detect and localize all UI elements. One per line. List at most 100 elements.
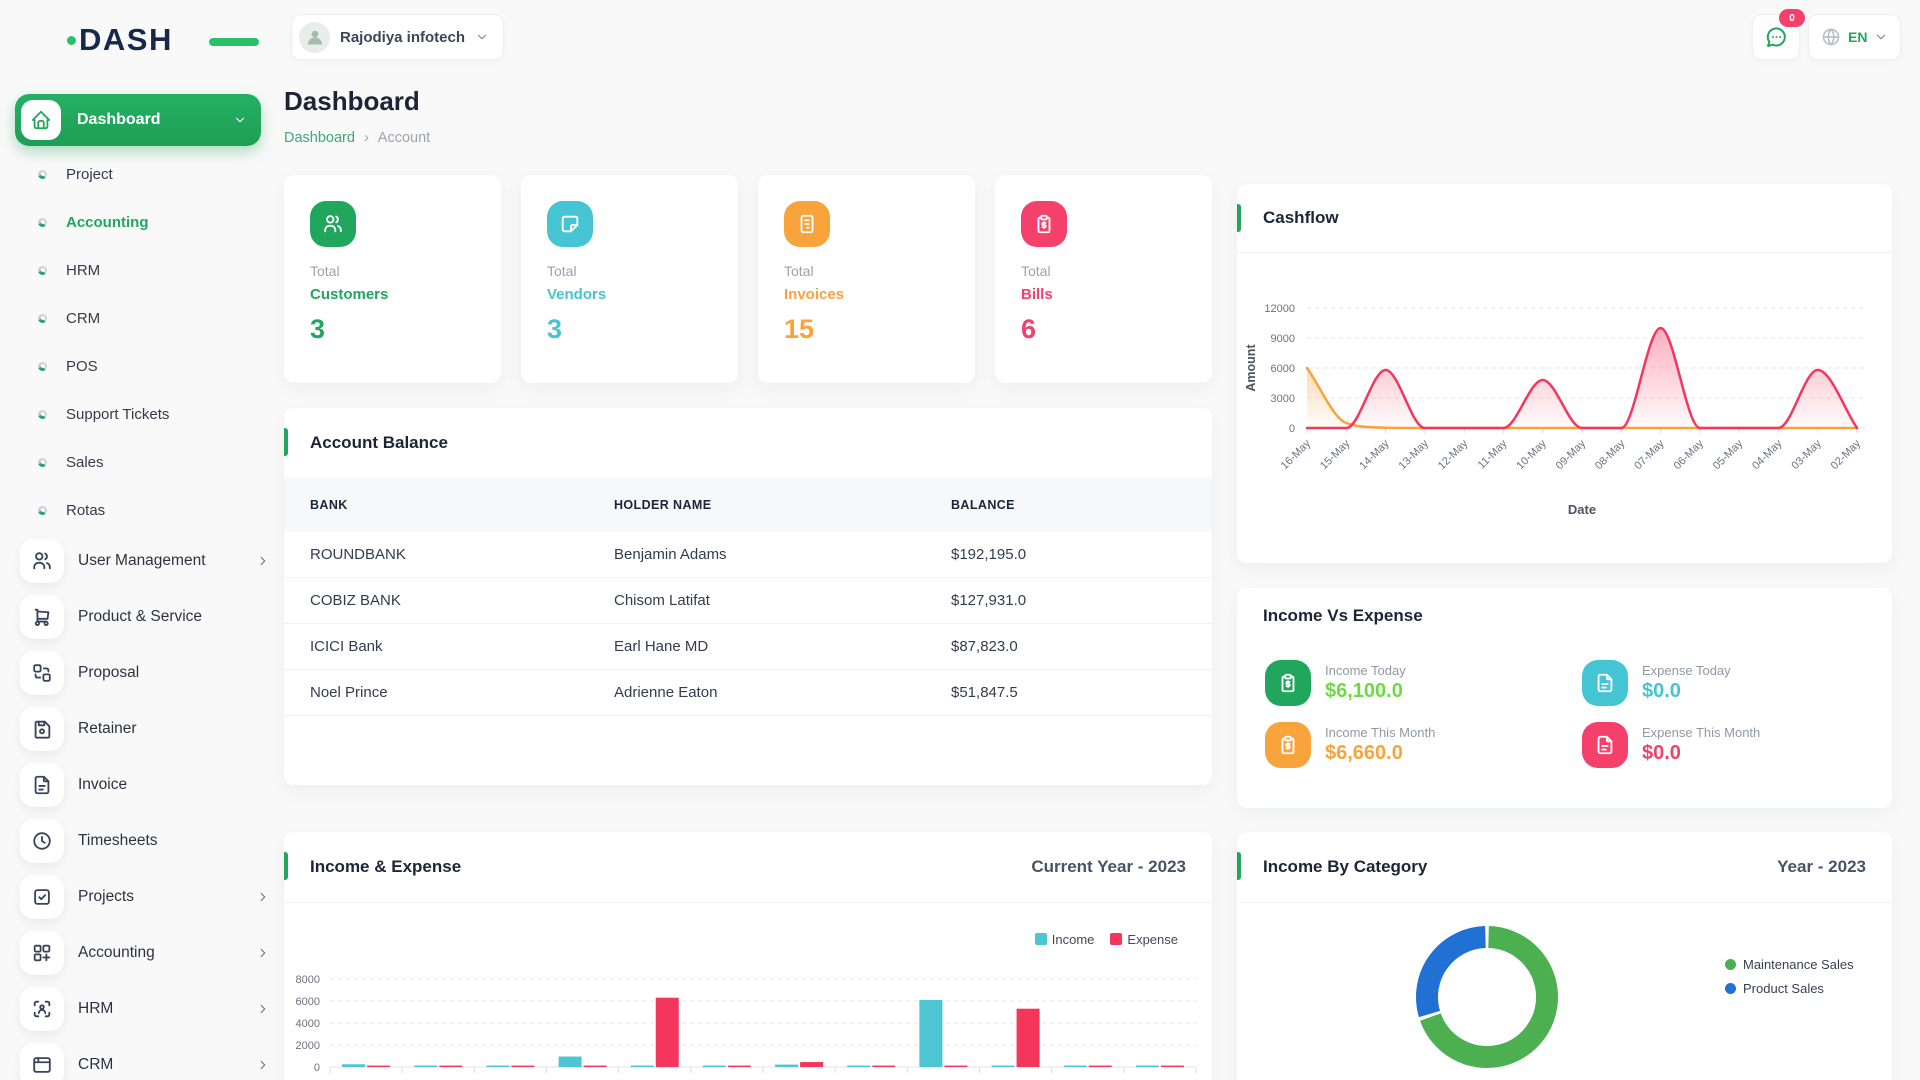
legend-item-income: Income xyxy=(1034,932,1094,947)
svg-text:6000: 6000 xyxy=(296,996,320,1008)
stat-card-customers: Total Customers 3 xyxy=(284,175,501,383)
sidebar-item-user-management[interactable]: User Management xyxy=(0,533,292,589)
clipboard-dollar-icon xyxy=(1021,201,1067,247)
svg-text:12-May: 12-May xyxy=(1436,437,1471,472)
floppy-icon xyxy=(20,707,64,751)
sidebar-item-crm[interactable]: CRM xyxy=(0,294,288,342)
table-header-row: BANK HOLDER NAME BALANCE xyxy=(284,478,1212,532)
globe-icon xyxy=(1822,28,1840,46)
checkbox-icon xyxy=(20,875,64,919)
sidebar-item-hrm[interactable]: HRM xyxy=(0,246,288,294)
sidebar-item-label: Rotas xyxy=(66,501,106,519)
bullet-ring-icon xyxy=(38,169,47,179)
sidebar-item-sales[interactable]: Sales xyxy=(0,438,288,486)
period-label: Current Year - 2023 xyxy=(1031,857,1186,876)
file-invoice-icon xyxy=(784,201,830,247)
sidebar-item-label: User Management xyxy=(78,552,206,569)
sidebar-item-proposal[interactable]: Proposal xyxy=(0,645,292,701)
clock-icon xyxy=(20,819,64,863)
svg-text:15-May: 15-May xyxy=(1318,437,1353,472)
sidebar-item-retainer[interactable]: Retainer xyxy=(0,701,292,757)
sidebar-item-crm-module[interactable]: CRM xyxy=(0,1037,292,1080)
donut-legend: Maintenance Sales Product Sales xyxy=(1725,952,1854,1000)
language-code: EN xyxy=(1848,29,1868,45)
bullet-ring-icon xyxy=(38,505,47,515)
sidebar-item-label: Accounting xyxy=(66,213,149,231)
sidebar-item-timesheets[interactable]: Timesheets xyxy=(0,813,292,869)
card-header: Cashflow xyxy=(1237,184,1892,253)
cell-balance: $192,195.0 xyxy=(951,532,1212,578)
income-expense-bar-chart: 8000 6000 4000 2000 0 xyxy=(296,974,1197,1074)
metric-label: Expense Today xyxy=(1642,663,1731,678)
accent-bar xyxy=(284,428,288,456)
table-row: ROUNDBANK Benjamin Adams $192,195.0 xyxy=(284,532,1212,578)
cell-balance: $127,931.0 xyxy=(951,577,1212,624)
table-row: ICICI Bank Earl Hane MD $87,823.0 xyxy=(284,623,1212,670)
sidebar-item-rotas[interactable]: Rotas xyxy=(0,486,288,534)
sidebar-item-dashboard[interactable]: Dashboard xyxy=(15,94,261,146)
grid-plus-icon xyxy=(20,931,64,975)
metric-value: $0.0 xyxy=(1642,742,1681,764)
card-title: Cashflow xyxy=(1263,208,1339,227)
legend-swatch xyxy=(1034,933,1047,945)
sidebar-item-label: HRM xyxy=(78,1000,114,1017)
messages-button[interactable]: 0 xyxy=(1752,9,1805,60)
legend-swatch xyxy=(1110,933,1123,945)
svg-text:9000: 9000 xyxy=(1271,333,1295,345)
cell-holder: Earl Hane MD xyxy=(614,623,951,670)
period-label: Year - 2023 xyxy=(1777,857,1866,876)
sidebar-item-hrm-module[interactable]: HRM xyxy=(0,981,292,1037)
card-title: Account Balance xyxy=(310,433,448,452)
cell-holder: Adrienne Eaton xyxy=(614,669,951,716)
language-selector[interactable]: EN xyxy=(1808,14,1902,60)
stat-value: 3 xyxy=(310,314,326,344)
stat-value: 3 xyxy=(547,314,563,344)
sidebar-item-accounting[interactable]: Accounting xyxy=(0,198,288,246)
income-vs-expense-card: Income Vs Expense Income Today $6,100.0 … xyxy=(1237,588,1892,808)
bullet-ring-icon xyxy=(38,361,47,371)
sidebar-item-accounting-module[interactable]: Accounting xyxy=(0,925,292,981)
card-header: Income & Expense Current Year - 2023 xyxy=(284,832,1212,903)
chevron-right-icon xyxy=(260,948,266,958)
stat-label: Vendors xyxy=(547,286,607,303)
sidebar-item-project[interactable]: Project xyxy=(0,150,288,198)
sidebar-item-label: Projects xyxy=(78,888,134,905)
breadcrumb-current: Account xyxy=(377,130,431,146)
sidebar-item-support-tickets[interactable]: Support Tickets xyxy=(0,390,288,438)
note-icon xyxy=(547,201,593,247)
sidebar-item-label: Invoice xyxy=(78,776,128,793)
svg-text:03-May: 03-May xyxy=(1789,437,1824,472)
bullet-ring-icon xyxy=(38,457,47,467)
accent-bar xyxy=(284,852,288,880)
cart-icon xyxy=(20,595,64,639)
clipboard-dollar-icon xyxy=(1265,722,1311,768)
svg-text:06-May: 06-May xyxy=(1672,437,1707,472)
accent-bar xyxy=(1237,204,1241,232)
cell-holder: Benjamin Adams xyxy=(614,532,951,578)
svg-text:2000: 2000 xyxy=(296,1040,320,1052)
card-header: Income Vs Expense xyxy=(1237,588,1892,644)
sidebar-item-label: Product & Service xyxy=(78,608,203,625)
legend-label: Expense xyxy=(1127,932,1178,947)
cell-balance: $87,823.0 xyxy=(951,623,1212,670)
sidebar-item-label: Support Tickets xyxy=(66,405,170,423)
sidebar-item-label: Accounting xyxy=(78,944,155,961)
stat-label: Customers xyxy=(310,286,389,303)
chevron-down-icon xyxy=(235,117,245,123)
sidebar-item-pos[interactable]: POS xyxy=(0,342,288,390)
sidebar-item-label: CRM xyxy=(66,309,101,327)
user-menu[interactable]: Rajodiya infotech xyxy=(291,14,505,60)
legend-label: Product Sales xyxy=(1743,980,1824,996)
user-scan-icon xyxy=(20,987,64,1031)
metric-value: $6,100.0 xyxy=(1325,680,1403,702)
sidebar-item-projects[interactable]: Projects xyxy=(0,869,292,925)
chevron-right-icon xyxy=(260,1060,266,1070)
sidebar-item-invoice[interactable]: Invoice xyxy=(0,757,292,813)
svg-text:13-May: 13-May xyxy=(1397,437,1432,472)
page-title: Dashboard xyxy=(284,86,420,116)
sidebar-item-product-service[interactable]: Product & Service xyxy=(0,589,292,645)
cashflow-line-chart: 12000 9000 6000 3000 0 16-May 15-May 14-May 13-M… xyxy=(1244,303,1865,517)
income-by-category-card: Income By Category Year - 2023 Maintenan… xyxy=(1237,832,1892,1080)
breadcrumb-root-link[interactable]: Dashboard xyxy=(284,130,355,146)
